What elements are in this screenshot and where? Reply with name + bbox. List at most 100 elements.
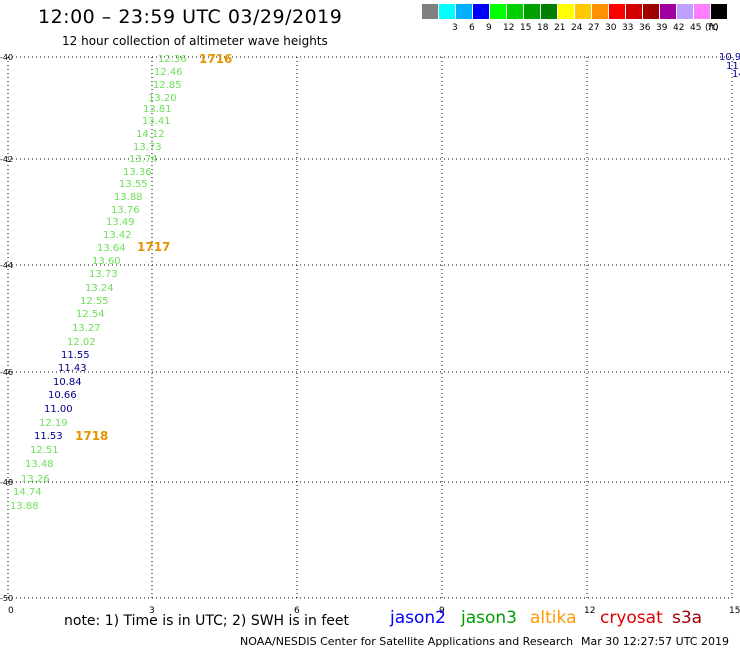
legend-label: 9 xyxy=(486,23,492,33)
pass-time-label: 1718 xyxy=(75,429,108,443)
lat-tick-label: -50 xyxy=(0,594,13,603)
swh-value: 13.26 xyxy=(21,474,50,485)
lon-tick-label: 15 xyxy=(729,606,740,616)
satellite-label: altika xyxy=(530,608,577,628)
legend-label: 30 xyxy=(605,23,617,33)
swh-value: 11.55 xyxy=(61,350,90,361)
swh-value: 10.84 xyxy=(53,377,82,388)
swh-value: 13.74 xyxy=(129,154,158,165)
edge-swh-value: 14 xyxy=(732,69,740,80)
legend-label: 3 xyxy=(452,23,458,33)
swh-value: 13.55 xyxy=(119,179,148,190)
swh-value: 12.85 xyxy=(153,80,182,91)
swh-value: 13.88 xyxy=(114,192,143,203)
swh-value: 13.73 xyxy=(89,269,118,280)
swh-value: 12.51 xyxy=(30,445,59,456)
swh-value: 13.41 xyxy=(142,116,171,127)
swh-value: 13.42 xyxy=(103,230,132,241)
swh-value: 10.66 xyxy=(48,390,77,401)
swh-value: 14.12 xyxy=(136,129,165,140)
legend-label: 15 xyxy=(520,23,532,33)
legend-label: 42 xyxy=(673,23,685,33)
lon-tick-label: 12 xyxy=(584,606,595,616)
legend-swatch xyxy=(524,4,540,19)
lat-tick-label: -42 xyxy=(0,155,13,164)
legend-swatch xyxy=(711,4,727,19)
legend-swatch xyxy=(422,4,438,19)
lat-lon-grid xyxy=(7,56,733,599)
lon-tick-label: 0 xyxy=(8,606,14,616)
swh-value: 13.36 xyxy=(123,167,152,178)
lon-tick-label: 9 xyxy=(439,606,445,616)
edge-swh-value: 11 xyxy=(726,61,739,72)
legend-swatch xyxy=(592,4,608,19)
swh-value: 13.48 xyxy=(25,459,54,470)
credit-line: NOAA/NESDIS Center for Satellite Applica… xyxy=(240,635,574,648)
legend-swatch xyxy=(575,4,591,19)
legend-swatch xyxy=(490,4,506,19)
lat-tick-label: -48 xyxy=(0,478,13,487)
lat-tick-label: -46 xyxy=(0,368,13,377)
satellite-label: s3a xyxy=(672,608,703,628)
legend-label: 33 xyxy=(622,23,634,33)
legend-swatch xyxy=(660,4,676,19)
lon-tick-label: 3 xyxy=(149,606,155,616)
legend-swatch xyxy=(694,4,710,19)
edge-swh-value: 10.9 xyxy=(719,52,740,63)
legend-swatch xyxy=(677,4,693,19)
swh-value: 13.88 xyxy=(10,501,39,512)
swh-value: 13.73 xyxy=(133,142,162,153)
legend-label: 45 xyxy=(690,23,702,33)
swh-value: 13.76 xyxy=(111,205,140,216)
satellite-label: cryosat xyxy=(600,608,663,628)
legend-swatch xyxy=(439,4,455,19)
lat-tick-label: -44 xyxy=(0,261,13,270)
swh-value: 12.54 xyxy=(76,309,105,320)
swh-value: 11.00 xyxy=(44,404,73,415)
legend-swatch xyxy=(643,4,659,19)
legend-unit: (ft) xyxy=(705,23,719,33)
legend-swatch xyxy=(473,4,489,19)
map-title: 12:00 – 23:59 UTC 03/29/2019 xyxy=(38,6,343,28)
legend-label: 12 xyxy=(503,23,515,33)
legend-label: 24 xyxy=(571,23,583,33)
satellite-label: jason3 xyxy=(461,608,517,628)
swh-value: 12.19 xyxy=(39,418,68,429)
swh-value: 13.60 xyxy=(92,256,121,267)
legend-swatch xyxy=(558,4,574,19)
generation-timestamp: Mar 30 12:27:57 UTC 2019 xyxy=(581,635,729,648)
legend-swatch xyxy=(609,4,625,19)
swh-value: 13.64 xyxy=(97,243,126,254)
swh-value: 12.46 xyxy=(154,67,183,78)
legend-label: 21 xyxy=(554,23,566,33)
swh-value: 13.49 xyxy=(106,217,135,228)
swh-value: 12.36 xyxy=(158,54,187,65)
map-subtitle: 12 hour collection of altimeter wave hei… xyxy=(62,34,328,48)
legend-label: 36 xyxy=(639,23,651,33)
swh-value: 13.20 xyxy=(148,93,177,104)
swh-value: 12.55 xyxy=(80,296,109,307)
swh-value: 12.02 xyxy=(67,337,96,348)
legend-swatch xyxy=(541,4,557,19)
lon-tick-label: 6 xyxy=(294,606,300,616)
satellite-label: jason2 xyxy=(390,608,446,628)
swh-value: 11.43 xyxy=(58,363,87,374)
legend-swatch xyxy=(507,4,523,19)
legend-swatch xyxy=(626,4,642,19)
legend-label: 39 xyxy=(656,23,668,33)
swh-value: 13.81 xyxy=(143,104,172,115)
legend-label: 18 xyxy=(537,23,549,33)
swh-value: 13.27 xyxy=(72,323,101,334)
legend-label: 27 xyxy=(588,23,600,33)
pass-time-label: 1717 xyxy=(137,240,170,254)
swh-value: 13.24 xyxy=(85,283,114,294)
pass-time-label: 1716 xyxy=(199,52,232,66)
swh-value: 14.74 xyxy=(13,487,42,498)
swh-value: 11.53 xyxy=(34,431,63,442)
lat-tick-label: -40 xyxy=(0,53,13,62)
units-note: note: 1) Time is in UTC; 2) SWH is in fe… xyxy=(64,613,350,629)
legend-swatch xyxy=(456,4,472,19)
legend-label: 70 xyxy=(707,23,719,33)
